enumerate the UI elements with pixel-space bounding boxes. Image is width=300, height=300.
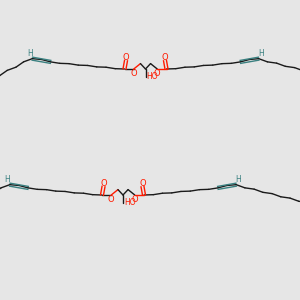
- Text: O: O: [130, 69, 137, 78]
- Text: H: H: [258, 49, 264, 58]
- Text: O: O: [100, 179, 107, 188]
- Text: O: O: [162, 53, 168, 62]
- Text: O: O: [108, 195, 115, 204]
- Text: H: H: [27, 49, 33, 58]
- Text: HO: HO: [146, 72, 158, 81]
- Text: O: O: [123, 53, 129, 62]
- Text: H: H: [4, 175, 10, 184]
- Text: H: H: [236, 175, 242, 184]
- Text: O: O: [154, 69, 160, 78]
- Text: HO: HO: [124, 198, 135, 207]
- Text: O: O: [131, 195, 138, 204]
- Text: O: O: [139, 179, 146, 188]
